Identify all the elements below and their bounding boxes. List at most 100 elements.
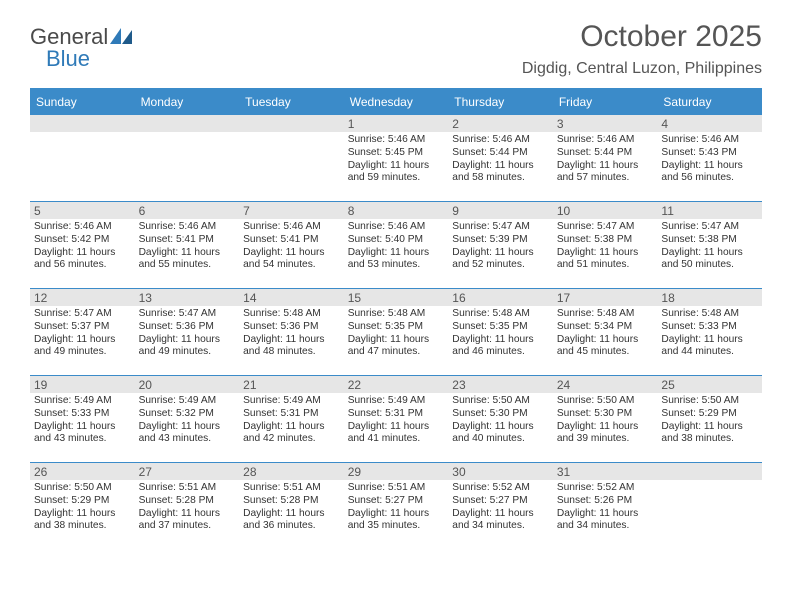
day-details: Sunrise: 5:52 AMSunset: 5:27 PMDaylight:… <box>450 482 551 533</box>
day-ss: Sunset: 5:31 PM <box>243 408 340 421</box>
day-dl2: and 54 minutes. <box>243 259 340 272</box>
day-dl1: Daylight: 11 hours <box>348 160 445 173</box>
day-dl2: and 35 minutes. <box>348 520 445 533</box>
day-sr: Sunrise: 5:52 AM <box>557 482 654 495</box>
day-dl2: and 50 minutes. <box>661 259 758 272</box>
day-cell: 22Sunrise: 5:49 AMSunset: 5:31 PMDayligh… <box>344 376 449 462</box>
day-details: Sunrise: 5:46 AMSunset: 5:42 PMDaylight:… <box>32 221 133 272</box>
day-sr: Sunrise: 5:46 AM <box>34 221 131 234</box>
day-cell <box>239 115 344 201</box>
day-ss: Sunset: 5:45 PM <box>348 147 445 160</box>
day-cell: 1Sunrise: 5:46 AMSunset: 5:45 PMDaylight… <box>344 115 449 201</box>
day-ss: Sunset: 5:27 PM <box>452 495 549 508</box>
day-ss: Sunset: 5:37 PM <box>34 321 131 334</box>
day-ss: Sunset: 5:40 PM <box>348 234 445 247</box>
day-sr: Sunrise: 5:47 AM <box>452 221 549 234</box>
day-number: 11 <box>657 202 762 219</box>
title-block: October 2025 Digdig, Central Luzon, Phil… <box>522 20 762 78</box>
day-dl2: and 53 minutes. <box>348 259 445 272</box>
day-details: Sunrise: 5:46 AMSunset: 5:41 PMDaylight:… <box>137 221 238 272</box>
day-number <box>239 115 344 132</box>
dow-row: Sunday Monday Tuesday Wednesday Thursday… <box>30 90 762 115</box>
day-dl2: and 43 minutes. <box>139 433 236 446</box>
day-sr: Sunrise: 5:48 AM <box>452 308 549 321</box>
day-dl1: Daylight: 11 hours <box>34 334 131 347</box>
page-title: October 2025 <box>522 20 762 54</box>
day-details: Sunrise: 5:51 AMSunset: 5:28 PMDaylight:… <box>241 482 342 533</box>
day-dl2: and 40 minutes. <box>452 433 549 446</box>
day-ss: Sunset: 5:30 PM <box>452 408 549 421</box>
day-number: 9 <box>448 202 553 219</box>
day-dl1: Daylight: 11 hours <box>34 421 131 434</box>
day-cell: 28Sunrise: 5:51 AMSunset: 5:28 PMDayligh… <box>239 463 344 549</box>
day-dl2: and 45 minutes. <box>557 346 654 359</box>
day-cell: 19Sunrise: 5:49 AMSunset: 5:33 PMDayligh… <box>30 376 135 462</box>
day-sr: Sunrise: 5:46 AM <box>243 221 340 234</box>
day-ss: Sunset: 5:29 PM <box>661 408 758 421</box>
calendar-page: General Blue October 2025 Digdig, Centra… <box>0 0 792 612</box>
day-sr: Sunrise: 5:48 AM <box>661 308 758 321</box>
day-details: Sunrise: 5:47 AMSunset: 5:36 PMDaylight:… <box>137 308 238 359</box>
day-number: 10 <box>553 202 658 219</box>
calendar: Sunday Monday Tuesday Wednesday Thursday… <box>30 88 762 549</box>
day-cell <box>135 115 240 201</box>
day-dl2: and 51 minutes. <box>557 259 654 272</box>
day-ss: Sunset: 5:27 PM <box>348 495 445 508</box>
dow-cell: Saturday <box>657 90 762 115</box>
day-dl2: and 56 minutes. <box>661 172 758 185</box>
day-dl2: and 43 minutes. <box>34 433 131 446</box>
day-sr: Sunrise: 5:49 AM <box>34 395 131 408</box>
day-ss: Sunset: 5:33 PM <box>661 321 758 334</box>
day-cell: 2Sunrise: 5:46 AMSunset: 5:44 PMDaylight… <box>448 115 553 201</box>
day-details: Sunrise: 5:50 AMSunset: 5:30 PMDaylight:… <box>555 395 656 446</box>
day-dl2: and 57 minutes. <box>557 172 654 185</box>
day-sr: Sunrise: 5:49 AM <box>348 395 445 408</box>
day-dl2: and 52 minutes. <box>452 259 549 272</box>
day-sr: Sunrise: 5:51 AM <box>139 482 236 495</box>
day-ss: Sunset: 5:41 PM <box>139 234 236 247</box>
day-ss: Sunset: 5:33 PM <box>34 408 131 421</box>
day-dl1: Daylight: 11 hours <box>452 508 549 521</box>
day-cell: 13Sunrise: 5:47 AMSunset: 5:36 PMDayligh… <box>135 289 240 375</box>
day-dl2: and 48 minutes. <box>243 346 340 359</box>
brand-part2: Blue <box>46 48 132 70</box>
day-dl1: Daylight: 11 hours <box>348 421 445 434</box>
dow-cell: Monday <box>135 90 240 115</box>
day-sr: Sunrise: 5:50 AM <box>661 395 758 408</box>
day-cell: 25Sunrise: 5:50 AMSunset: 5:29 PMDayligh… <box>657 376 762 462</box>
day-details: Sunrise: 5:48 AMSunset: 5:36 PMDaylight:… <box>241 308 342 359</box>
day-dl1: Daylight: 11 hours <box>452 334 549 347</box>
day-sr: Sunrise: 5:47 AM <box>139 308 236 321</box>
dow-cell: Tuesday <box>239 90 344 115</box>
day-ss: Sunset: 5:36 PM <box>139 321 236 334</box>
day-cell: 8Sunrise: 5:46 AMSunset: 5:40 PMDaylight… <box>344 202 449 288</box>
header: General Blue October 2025 Digdig, Centra… <box>30 20 762 78</box>
day-cell <box>657 463 762 549</box>
sail-icon <box>110 26 132 48</box>
day-sr: Sunrise: 5:48 AM <box>348 308 445 321</box>
day-number: 7 <box>239 202 344 219</box>
day-number: 2 <box>448 115 553 132</box>
day-ss: Sunset: 5:41 PM <box>243 234 340 247</box>
day-details: Sunrise: 5:46 AMSunset: 5:44 PMDaylight:… <box>555 134 656 185</box>
day-details: Sunrise: 5:48 AMSunset: 5:34 PMDaylight:… <box>555 308 656 359</box>
day-ss: Sunset: 5:36 PM <box>243 321 340 334</box>
day-ss: Sunset: 5:29 PM <box>34 495 131 508</box>
day-details: Sunrise: 5:51 AMSunset: 5:27 PMDaylight:… <box>346 482 447 533</box>
dow-cell: Friday <box>553 90 658 115</box>
day-dl2: and 44 minutes. <box>661 346 758 359</box>
day-ss: Sunset: 5:38 PM <box>557 234 654 247</box>
day-details: Sunrise: 5:46 AMSunset: 5:41 PMDaylight:… <box>241 221 342 272</box>
day-number: 17 <box>553 289 658 306</box>
day-cell: 23Sunrise: 5:50 AMSunset: 5:30 PMDayligh… <box>448 376 553 462</box>
day-cell: 12Sunrise: 5:47 AMSunset: 5:37 PMDayligh… <box>30 289 135 375</box>
brand-part1: General <box>30 26 108 48</box>
week-row: 5Sunrise: 5:46 AMSunset: 5:42 PMDaylight… <box>30 201 762 288</box>
dow-cell: Wednesday <box>344 90 449 115</box>
day-details: Sunrise: 5:47 AMSunset: 5:39 PMDaylight:… <box>450 221 551 272</box>
day-number: 22 <box>344 376 449 393</box>
day-dl2: and 34 minutes. <box>557 520 654 533</box>
day-cell: 10Sunrise: 5:47 AMSunset: 5:38 PMDayligh… <box>553 202 658 288</box>
day-cell: 3Sunrise: 5:46 AMSunset: 5:44 PMDaylight… <box>553 115 658 201</box>
day-number: 1 <box>344 115 449 132</box>
